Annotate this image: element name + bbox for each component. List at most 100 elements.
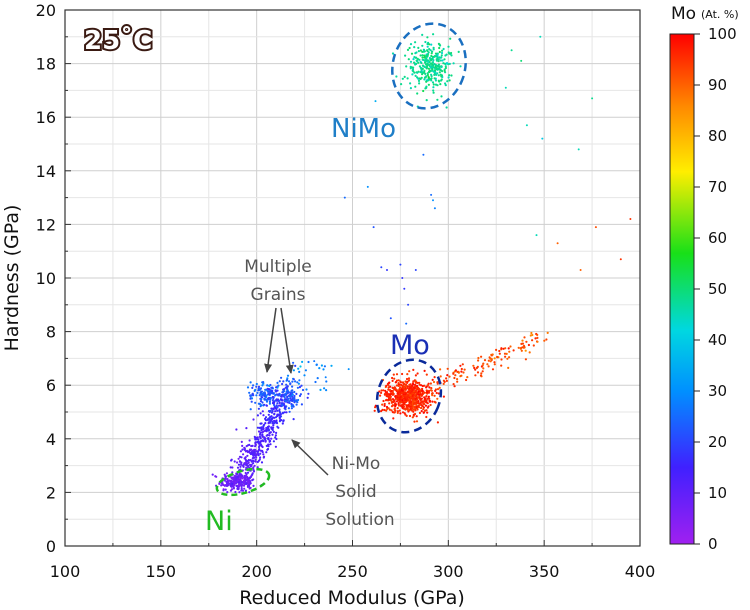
data-point <box>417 390 420 393</box>
data-point <box>425 401 428 404</box>
data-point <box>262 404 265 407</box>
data-point <box>260 392 263 395</box>
data-point <box>405 392 408 395</box>
data-point <box>285 383 288 386</box>
data-point <box>420 410 423 413</box>
data-point <box>373 409 376 412</box>
data-point <box>401 397 404 400</box>
data-point <box>261 401 264 404</box>
data-point <box>257 402 260 405</box>
data-point <box>426 72 429 75</box>
data-point <box>521 339 524 342</box>
data-point <box>447 76 450 79</box>
data-point <box>408 383 411 386</box>
data-point <box>292 369 295 372</box>
data-point <box>259 456 262 459</box>
data-point <box>257 385 261 388</box>
data-point <box>385 393 388 396</box>
data-point <box>440 95 443 98</box>
data-point <box>491 368 495 371</box>
data-point <box>265 430 268 433</box>
data-point <box>436 72 439 75</box>
data-point <box>278 380 281 383</box>
data-point <box>253 435 256 438</box>
data-point <box>232 487 235 490</box>
data-point <box>271 420 274 423</box>
data-point <box>409 390 412 393</box>
data-point <box>409 386 412 390</box>
data-point <box>211 473 214 476</box>
data-point <box>267 422 270 425</box>
data-point <box>272 440 275 443</box>
data-point <box>423 400 426 403</box>
data-point <box>275 386 278 389</box>
data-point <box>239 475 242 478</box>
data-point <box>414 74 417 77</box>
data-point <box>264 398 267 401</box>
data-point <box>401 389 404 392</box>
data-point <box>254 458 257 461</box>
data-point <box>285 411 288 414</box>
data-point <box>241 477 244 480</box>
data-point <box>374 100 377 103</box>
data-point <box>432 33 435 36</box>
data-point <box>224 478 227 481</box>
data-point <box>530 331 533 335</box>
data-point <box>254 452 257 456</box>
data-point <box>421 73 424 76</box>
data-point <box>260 461 264 464</box>
data-point <box>512 349 515 352</box>
data-point <box>383 404 386 407</box>
data-point <box>252 484 255 487</box>
data-point <box>431 61 435 64</box>
data-point <box>244 471 247 475</box>
data-point <box>437 79 440 82</box>
data-point <box>405 377 409 381</box>
data-point <box>429 78 432 81</box>
data-point <box>449 37 452 40</box>
data-point <box>400 392 403 395</box>
colorbar-tick-label: 10 <box>708 484 727 502</box>
data-point <box>271 409 274 412</box>
data-point <box>436 421 439 424</box>
data-point <box>486 363 489 366</box>
data-point <box>536 340 539 343</box>
data-point <box>430 52 433 55</box>
data-point <box>422 89 425 93</box>
data-point <box>239 473 242 476</box>
y-tick-label: 10 <box>36 269 56 288</box>
data-point <box>259 441 262 444</box>
data-point <box>316 377 319 380</box>
data-point <box>239 482 242 485</box>
data-point <box>266 437 269 440</box>
data-point <box>289 382 292 386</box>
data-point <box>407 379 410 382</box>
data-point <box>255 394 258 397</box>
data-point <box>291 380 294 383</box>
x-tick-label: 150 <box>146 562 177 581</box>
data-point <box>269 443 272 446</box>
annotation-line: Grains <box>251 285 306 305</box>
data-point <box>261 396 264 399</box>
data-point <box>419 49 422 52</box>
data-point <box>280 394 283 397</box>
data-point <box>389 317 392 320</box>
data-point <box>274 434 277 437</box>
data-point <box>252 459 255 462</box>
data-point <box>546 331 549 334</box>
data-point <box>401 395 404 398</box>
data-point <box>261 410 264 413</box>
data-point <box>272 392 275 395</box>
data-point <box>411 68 415 71</box>
data-point <box>436 397 439 400</box>
data-point <box>414 393 417 396</box>
data-point <box>391 376 394 380</box>
data-point <box>270 391 273 394</box>
data-point <box>438 386 441 389</box>
x-tick-label: 100 <box>50 562 81 581</box>
data-point <box>415 403 418 407</box>
data-point <box>425 373 428 376</box>
data-point <box>268 384 271 388</box>
data-point <box>434 79 437 82</box>
data-point <box>413 46 416 49</box>
